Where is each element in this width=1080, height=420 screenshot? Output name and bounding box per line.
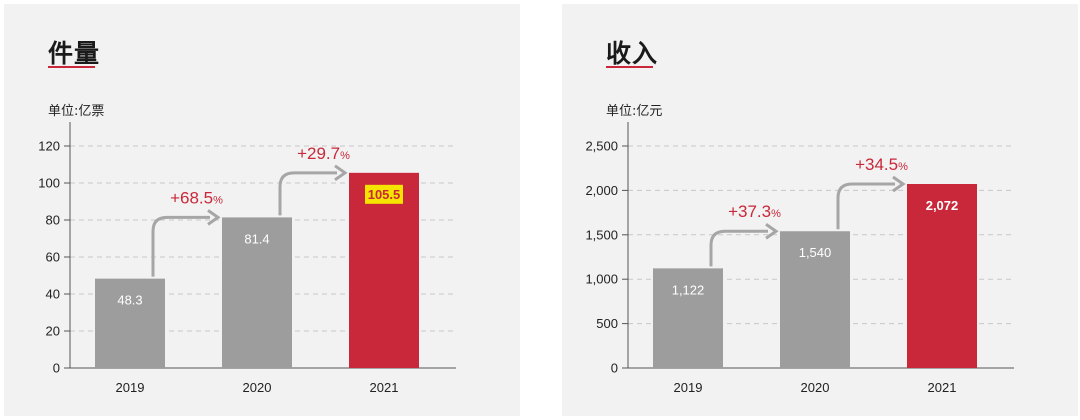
title-underline (606, 66, 653, 68)
x-tick-label: 2019 (674, 380, 703, 395)
unit-label: 单位:亿元 (606, 104, 663, 119)
value-label: 1,122 (672, 282, 705, 297)
y-tick-label: 0 (611, 361, 618, 376)
y-tick-label: 0 (53, 361, 60, 376)
unit-label: 单位:亿票 (48, 104, 105, 119)
value-label: 81.4 (244, 231, 269, 246)
title-underline (48, 66, 95, 68)
value-label: 105.5 (368, 187, 401, 202)
growth-label: +34.5% (855, 155, 908, 174)
bar (222, 217, 292, 368)
bar (95, 278, 165, 368)
y-tick-label: 2,000 (585, 183, 618, 198)
volume-chart-panel: 件量 单位:亿票 0 20 40 60 80 100 120 2019 48.3 2020 81.4… (4, 4, 520, 416)
value-label: 2,072 (926, 198, 959, 213)
y-tick-label: 500 (596, 316, 618, 331)
x-tick-label: 2019 (116, 380, 145, 395)
revenue-bar-chart: 0 500 1,000 1,500 2,000 2,500 2019 1,122 2020 1,5… (585, 122, 1014, 395)
bar (780, 231, 850, 368)
revenue-chart-panel: 收入 单位:亿元 0 500 1,000 1,500 2,000 2,500 2019 1,1… (562, 4, 1078, 416)
value-label-highlight (365, 184, 403, 204)
growth-arrowhead (334, 164, 348, 182)
volume-bar-chart: 0 20 40 60 80 100 120 2019 48.3 2020 81.4 2021 105.5… (38, 122, 456, 395)
bar (349, 172, 419, 368)
growth-arrowhead (892, 175, 906, 193)
x-tick-label: 2020 (801, 380, 830, 395)
y-tick-label: 120 (38, 139, 60, 154)
chart-title: 收入 (606, 39, 659, 68)
growth-label: +37.3% (728, 202, 781, 221)
growth-arrow (151, 215, 210, 277)
bar (653, 268, 723, 368)
y-tick-label: 1,000 (585, 272, 618, 287)
y-tick-label: 1,500 (585, 227, 618, 242)
x-tick-label: 2020 (243, 380, 272, 395)
y-tick-label: 40 (46, 287, 60, 302)
growth-label: +29.7% (297, 144, 350, 163)
growth-arrow (836, 182, 895, 230)
growth-arrowhead (765, 223, 779, 240)
growth-arrowhead (207, 209, 221, 226)
value-label: 1,540 (799, 245, 832, 260)
y-tick-label: 80 (46, 213, 60, 228)
growth-arrow (709, 229, 768, 267)
y-tick-label: 100 (38, 176, 60, 191)
growth-arrow (278, 171, 337, 216)
value-label: 48.3 (117, 293, 142, 308)
x-tick-label: 2021 (370, 380, 399, 395)
bar (907, 184, 977, 368)
y-tick-label: 60 (46, 250, 60, 265)
x-tick-label: 2021 (928, 380, 957, 395)
y-tick-label: 20 (46, 324, 60, 339)
chart-title: 件量 (48, 39, 101, 68)
growth-label: +68.5% (170, 188, 223, 207)
y-tick-label: 2,500 (585, 139, 618, 154)
